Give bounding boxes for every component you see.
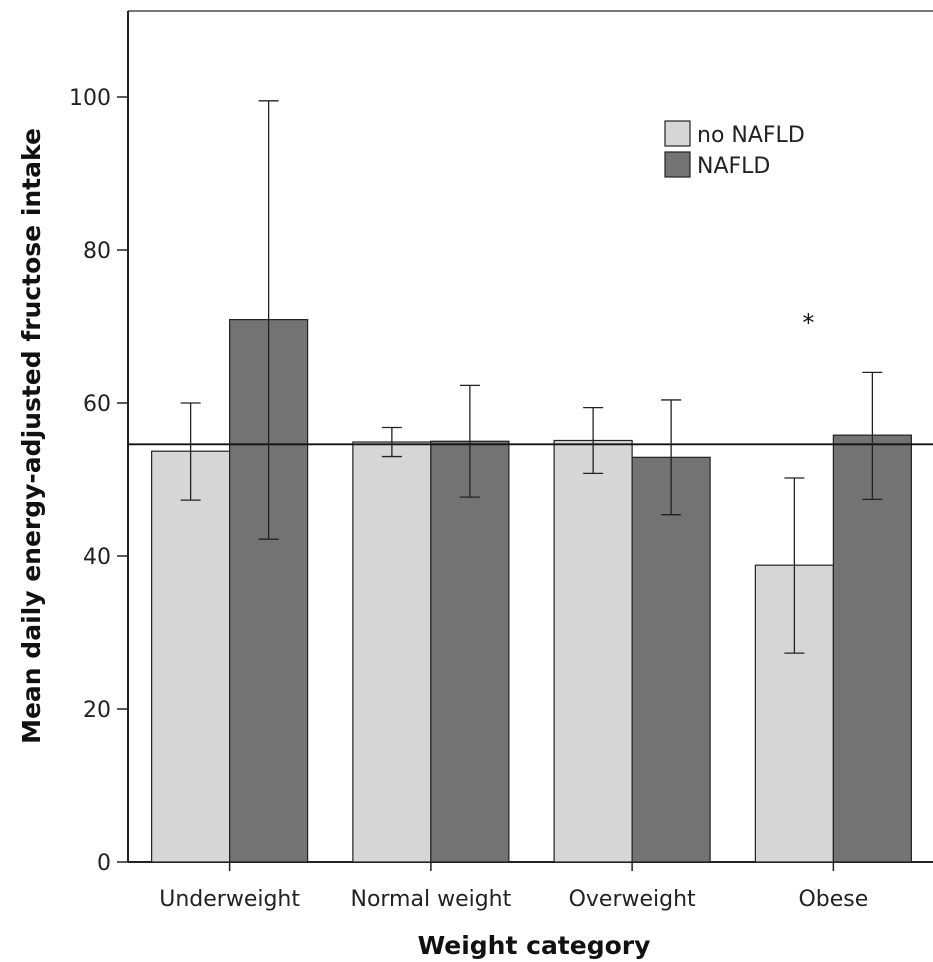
y-axis-ticks: 0 20 40 60 80 100	[69, 86, 128, 876]
bar-no-nafld	[553, 439, 633, 863]
legend: no NAFLD NAFLD	[664, 120, 805, 179]
x-category-label: Obese	[798, 887, 868, 912]
legend-swatch-no-nafld	[664, 120, 691, 147]
bar-no-nafld	[151, 450, 231, 863]
y-tick-label: 0	[97, 851, 111, 876]
annotations-group: *	[802, 309, 814, 337]
bar-nafld	[430, 440, 510, 863]
y-axis-title: Mean daily energy-adjusted fructose inta…	[17, 128, 46, 744]
y-tick-label: 80	[83, 239, 111, 264]
legend-swatch-nafld	[664, 151, 691, 178]
error-bars-group	[180, 100, 883, 654]
bar-nafld	[832, 434, 912, 863]
bar-nafld	[631, 456, 711, 863]
y-tick-label: 100	[69, 86, 111, 111]
legend-label-nafld: NAFLD	[697, 154, 770, 179]
y-tick-label: 20	[83, 698, 111, 723]
x-axis-title: Weight category	[418, 931, 651, 960]
significance-asterisk: *	[802, 309, 814, 337]
x-category-label: Overweight	[569, 887, 696, 912]
x-category-label: Underweight	[159, 887, 300, 912]
y-tick-label: 40	[83, 545, 111, 570]
bars-group	[151, 319, 912, 863]
x-category-label: Normal weight	[350, 887, 511, 912]
legend-label-no-nafld: no NAFLD	[697, 123, 805, 148]
y-tick-label: 60	[83, 392, 111, 417]
bar-no-nafld	[352, 441, 432, 863]
x-axis-category-labels: Underweight Normal weight Overweight Obese	[159, 862, 868, 912]
